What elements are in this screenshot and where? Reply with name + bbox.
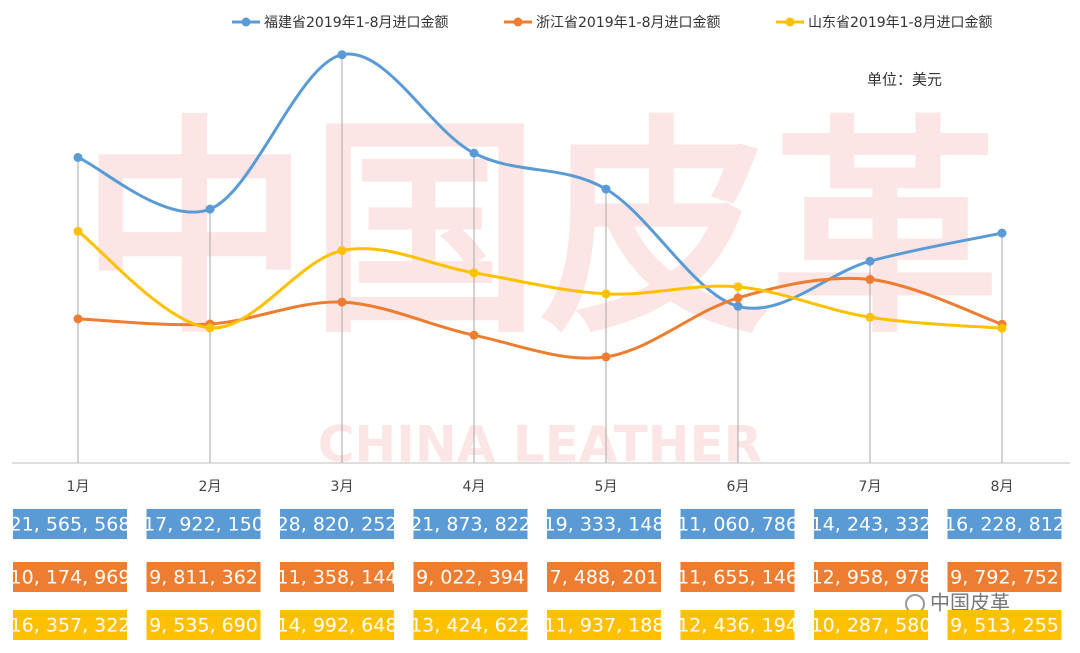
label-box bbox=[680, 509, 795, 539]
value-label: 10, 287, 580 bbox=[811, 615, 932, 637]
label-box bbox=[814, 610, 928, 640]
label-box bbox=[146, 562, 261, 592]
point bbox=[865, 312, 875, 322]
point bbox=[865, 274, 875, 284]
value-label: 19, 333, 148 bbox=[544, 514, 665, 536]
x-tick-label: 7月 bbox=[859, 479, 882, 495]
legend-item: 浙江省2019年1-8月进口金额 bbox=[504, 15, 721, 31]
point bbox=[601, 352, 611, 362]
point bbox=[73, 226, 83, 236]
label-box bbox=[947, 562, 1062, 592]
value-label: 11, 358, 144 bbox=[277, 567, 398, 589]
point bbox=[469, 330, 479, 340]
label-box bbox=[547, 610, 661, 640]
point bbox=[865, 256, 875, 266]
point bbox=[469, 268, 479, 278]
value-label: 21, 565, 568 bbox=[10, 514, 131, 536]
value-label: 11, 655, 146 bbox=[677, 567, 798, 589]
x-tick-label: 5月 bbox=[595, 479, 618, 495]
label-box bbox=[547, 509, 661, 539]
unit-note: 单位：美元 bbox=[867, 71, 942, 89]
point bbox=[601, 289, 611, 299]
label-box bbox=[413, 562, 528, 592]
value-label: 9, 811, 362 bbox=[149, 567, 258, 589]
label-box bbox=[146, 509, 261, 539]
x-tick-label: 8月 bbox=[991, 479, 1014, 495]
value-label: 9, 792, 752 bbox=[950, 567, 1059, 589]
legend-marker bbox=[241, 17, 251, 27]
label-box bbox=[947, 509, 1062, 539]
value-label: 7, 488, 201 bbox=[550, 567, 659, 589]
label-box bbox=[146, 610, 261, 640]
label-box bbox=[13, 610, 127, 640]
label-box bbox=[680, 610, 795, 640]
label-box bbox=[413, 509, 528, 539]
value-label: 16, 357, 322 bbox=[10, 615, 131, 637]
label-box bbox=[280, 509, 394, 539]
value-label: 12, 436, 194 bbox=[677, 615, 798, 637]
point bbox=[601, 184, 611, 194]
label-box bbox=[13, 562, 127, 592]
point bbox=[733, 293, 743, 303]
x-tick-label: 6月 bbox=[727, 479, 750, 495]
legend-marker bbox=[785, 17, 795, 27]
label-box bbox=[814, 562, 928, 592]
value-label: 10, 174, 969 bbox=[10, 567, 131, 589]
legend-item: 福建省2019年1-8月进口金额 bbox=[232, 15, 449, 31]
x-tick-label: 1月 bbox=[67, 479, 90, 495]
value-label: 9, 535, 690 bbox=[149, 615, 258, 637]
label-box bbox=[680, 562, 795, 592]
legend-label: 浙江省2019年1-8月进口金额 bbox=[536, 15, 721, 31]
series-line bbox=[77, 276, 1003, 360]
x-tick-label: 4月 bbox=[463, 479, 486, 495]
point bbox=[337, 50, 347, 60]
label-box bbox=[413, 610, 528, 640]
legend-label: 福建省2019年1-8月进口金额 bbox=[264, 15, 449, 31]
point bbox=[469, 148, 479, 158]
point bbox=[733, 301, 743, 311]
x-tick-label: 3月 bbox=[331, 479, 354, 495]
value-label: 12, 958, 978 bbox=[811, 567, 932, 589]
series-line bbox=[77, 52, 1003, 310]
point bbox=[337, 297, 347, 307]
label-box bbox=[280, 562, 394, 592]
value-label: 14, 992, 648 bbox=[277, 615, 398, 637]
point bbox=[73, 314, 83, 324]
point bbox=[73, 152, 83, 162]
value-label: 28, 820, 252 bbox=[277, 514, 398, 536]
point bbox=[733, 282, 743, 292]
label-box bbox=[814, 509, 928, 539]
legend-marker bbox=[513, 17, 523, 27]
x-tick-label: 2月 bbox=[199, 479, 222, 495]
point bbox=[337, 246, 347, 256]
label-box bbox=[280, 610, 394, 640]
label-box bbox=[547, 562, 661, 592]
value-label: 9, 022, 394 bbox=[416, 567, 525, 589]
watermark: CHINA LEATHER bbox=[318, 416, 763, 474]
label-box bbox=[13, 509, 127, 539]
value-label: 9, 513, 255 bbox=[950, 615, 1059, 637]
value-label: 16, 228, 812 bbox=[944, 514, 1065, 536]
legend-item: 山东省2019年1-8月进口金额 bbox=[776, 15, 993, 31]
value-label: 11, 060, 786 bbox=[677, 514, 798, 536]
point bbox=[997, 228, 1007, 238]
value-label: 11, 937, 188 bbox=[544, 615, 665, 637]
legend-label: 山东省2019年1-8月进口金额 bbox=[808, 15, 993, 31]
point bbox=[205, 323, 215, 333]
point bbox=[997, 323, 1007, 333]
value-label: 14, 243, 332 bbox=[811, 514, 932, 536]
value-label: 21, 873, 822 bbox=[410, 514, 531, 536]
value-label: 13, 424, 622 bbox=[410, 615, 531, 637]
point bbox=[205, 204, 215, 214]
value-label: 17, 922, 150 bbox=[143, 514, 264, 536]
label-box bbox=[947, 610, 1062, 640]
